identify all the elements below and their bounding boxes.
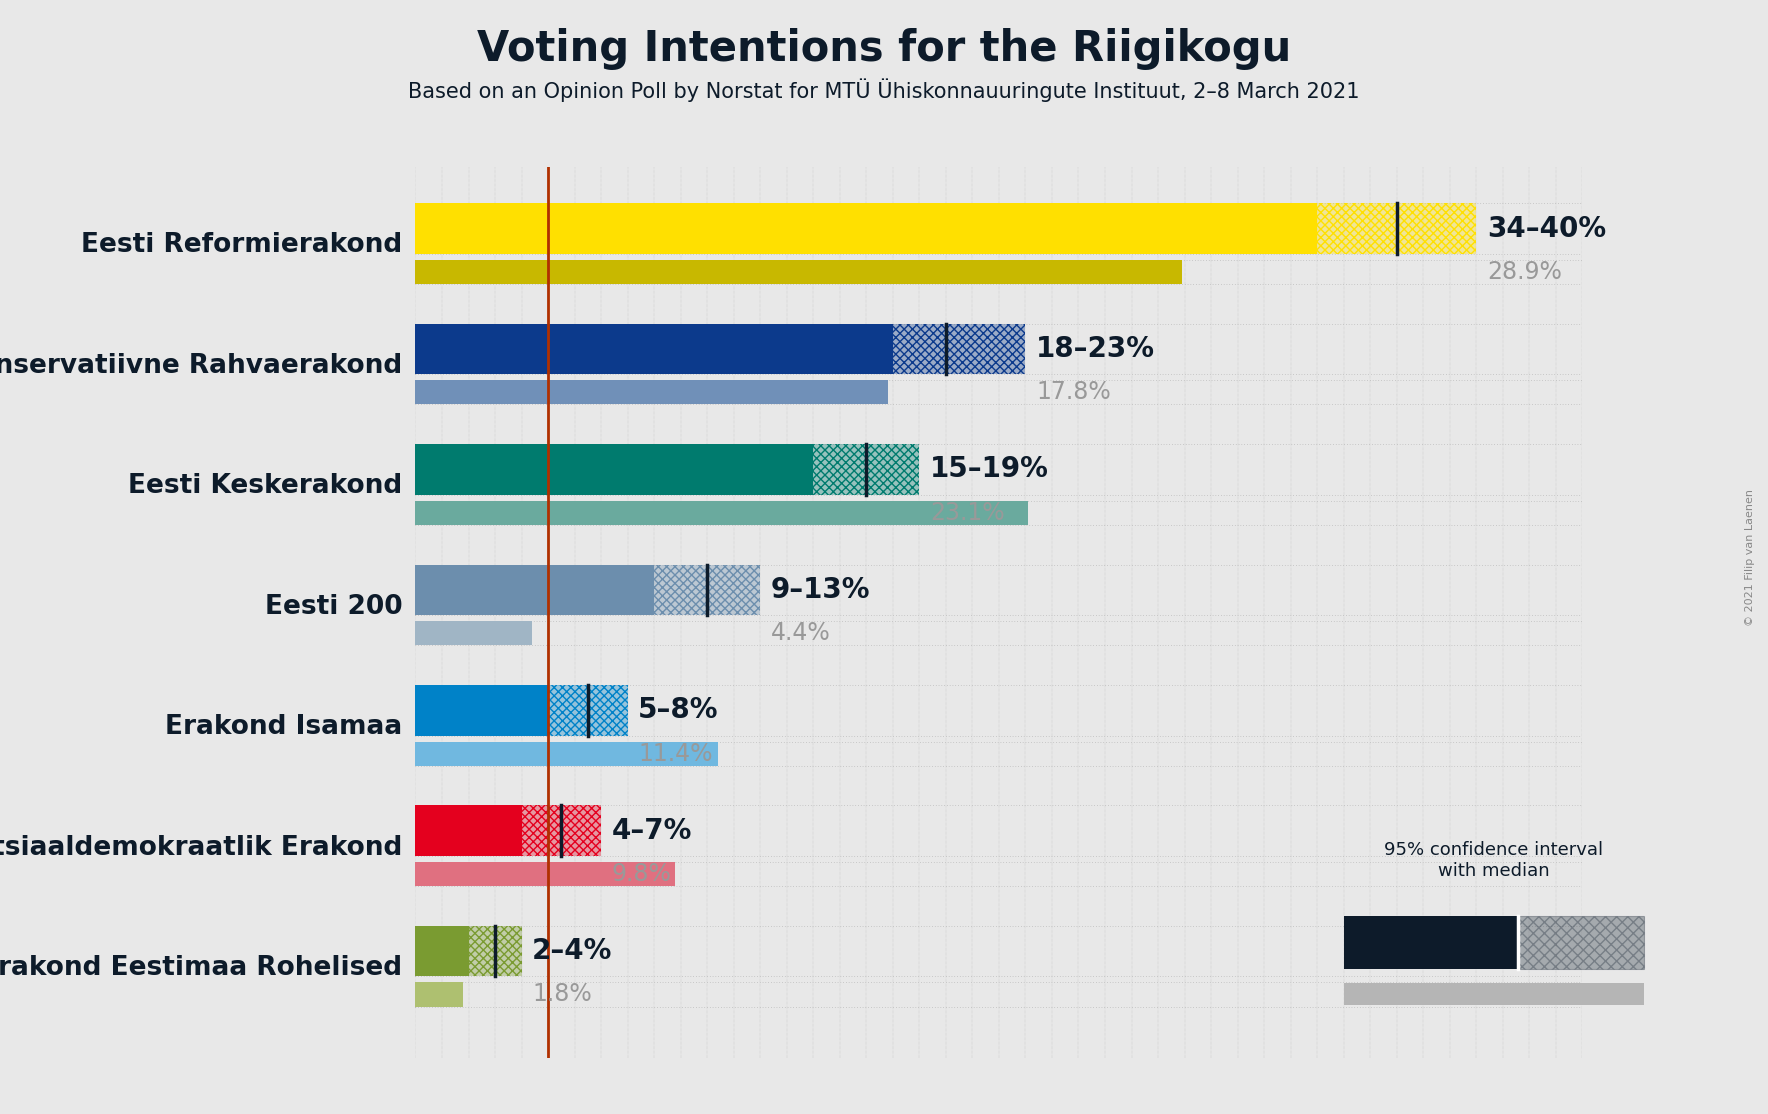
Text: 34–40%: 34–40% [1487, 215, 1605, 243]
Bar [415, 203, 1317, 254]
Text: Eesti Keskerakond: Eesti Keskerakond [127, 473, 403, 499]
Bar [469, 926, 522, 976]
Text: Erakond Eestimaa Rohelised: Erakond Eestimaa Rohelised [0, 955, 403, 981]
Bar [415, 685, 548, 735]
Text: Eesti Konservatiivne Rahvaerakond: Eesti Konservatiivne Rahvaerakond [0, 353, 403, 379]
Bar [415, 926, 469, 976]
Text: Erakond Isamaa: Erakond Isamaa [164, 714, 403, 740]
Bar [654, 565, 760, 615]
Bar [415, 805, 522, 856]
Bar [415, 324, 893, 374]
Bar [415, 444, 813, 495]
Text: 9–13%: 9–13% [771, 576, 870, 604]
Bar [813, 444, 919, 495]
Text: 28.9%: 28.9% [1487, 260, 1561, 284]
Bar [415, 380, 888, 404]
Bar [415, 862, 675, 886]
Bar [893, 324, 1025, 374]
Text: 95% confidence interval
with median: 95% confidence interval with median [1384, 841, 1604, 880]
Bar [415, 622, 532, 645]
Text: 5–8%: 5–8% [638, 696, 720, 724]
Text: 23.1%: 23.1% [930, 500, 1004, 525]
Bar [1317, 203, 1476, 254]
Bar [469, 926, 522, 976]
Text: 4.4%: 4.4% [771, 622, 831, 645]
Text: Voting Intentions for the Riigikogu: Voting Intentions for the Riigikogu [477, 28, 1291, 70]
Text: 15–19%: 15–19% [930, 456, 1048, 483]
Bar [415, 260, 1181, 284]
Text: Based on an Opinion Poll by Norstat for MTÜ Ühiskonnauuringute Instituut, 2–8 Ma: Based on an Opinion Poll by Norstat for … [408, 78, 1360, 101]
Bar [813, 444, 919, 495]
Text: Last result: Last result [1446, 985, 1542, 1003]
Bar [548, 685, 628, 735]
Text: © 2021 Filip van Laenen: © 2021 Filip van Laenen [1745, 489, 1756, 625]
Text: 1.8%: 1.8% [532, 983, 592, 1006]
Bar [1317, 203, 1476, 254]
Bar [654, 565, 760, 615]
Text: 17.8%: 17.8% [1036, 380, 1110, 404]
Text: Sotsiaaldemokraatlik Erakond: Sotsiaaldemokraatlik Erakond [0, 834, 403, 860]
Text: 9.8%: 9.8% [612, 862, 672, 886]
Text: 2–4%: 2–4% [532, 937, 612, 965]
Text: 18–23%: 18–23% [1036, 335, 1155, 363]
Text: Eesti Reformierakond: Eesti Reformierakond [81, 233, 403, 258]
Bar [522, 805, 601, 856]
Bar [548, 685, 628, 735]
Bar [415, 742, 718, 765]
Text: 11.4%: 11.4% [638, 742, 713, 765]
Text: Eesti 200: Eesti 200 [265, 594, 403, 619]
Bar [415, 983, 463, 1007]
Bar [415, 565, 654, 615]
Bar [522, 805, 601, 856]
Bar [415, 500, 1029, 525]
Text: 4–7%: 4–7% [612, 817, 691, 844]
Bar [893, 324, 1025, 374]
